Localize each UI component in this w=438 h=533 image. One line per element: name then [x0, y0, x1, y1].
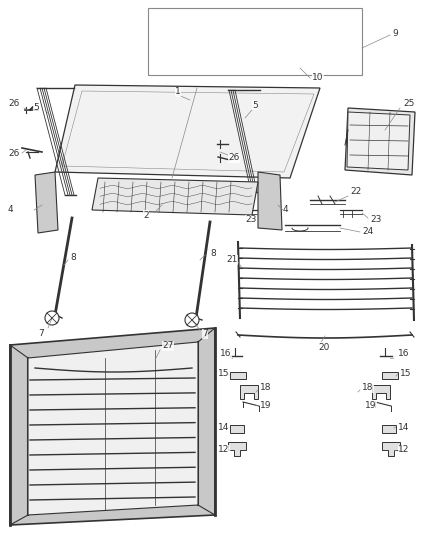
Polygon shape [230, 425, 244, 433]
Text: 18: 18 [362, 384, 374, 392]
Text: 4: 4 [283, 206, 289, 214]
Text: 25: 25 [403, 100, 414, 109]
Text: 19: 19 [260, 400, 272, 409]
Text: 16: 16 [220, 350, 232, 359]
Text: 7: 7 [38, 328, 44, 337]
Polygon shape [55, 85, 320, 178]
Polygon shape [382, 425, 396, 433]
Text: 2: 2 [143, 211, 148, 220]
Text: 24: 24 [362, 228, 373, 237]
Polygon shape [345, 108, 415, 175]
Text: 14: 14 [218, 423, 230, 432]
Circle shape [185, 313, 199, 327]
Polygon shape [382, 372, 398, 379]
Text: 19: 19 [365, 400, 377, 409]
Text: 8: 8 [70, 254, 76, 262]
Bar [148, 8, 362, 75]
Text: 8: 8 [210, 248, 216, 257]
Text: 4: 4 [8, 206, 14, 214]
Polygon shape [28, 342, 198, 515]
Text: 5: 5 [252, 101, 258, 109]
Text: 26: 26 [8, 99, 19, 108]
Polygon shape [382, 442, 400, 456]
Polygon shape [240, 385, 258, 399]
Text: 10: 10 [312, 74, 324, 83]
Polygon shape [228, 442, 246, 456]
Text: 9: 9 [392, 29, 398, 38]
Text: 5: 5 [33, 103, 39, 112]
Text: 14: 14 [398, 423, 410, 432]
Polygon shape [372, 385, 390, 399]
Text: 27: 27 [162, 342, 173, 351]
Text: 15: 15 [218, 369, 230, 378]
Text: 18: 18 [260, 384, 272, 392]
Text: 20: 20 [318, 343, 329, 351]
Text: 12: 12 [218, 446, 230, 455]
Text: 12: 12 [398, 446, 410, 455]
Text: 1: 1 [175, 87, 181, 96]
Polygon shape [230, 372, 246, 379]
Polygon shape [258, 172, 282, 230]
Polygon shape [10, 328, 215, 525]
Text: 23: 23 [370, 215, 381, 224]
Text: 7: 7 [202, 329, 208, 338]
Text: 26: 26 [8, 149, 19, 157]
Text: 22: 22 [350, 188, 361, 197]
Text: 23: 23 [245, 215, 256, 224]
Circle shape [45, 311, 59, 325]
Polygon shape [35, 172, 58, 233]
Polygon shape [92, 178, 258, 215]
Text: 21: 21 [226, 255, 237, 264]
Polygon shape [347, 112, 410, 170]
Text: 26: 26 [228, 154, 240, 163]
Text: 16: 16 [398, 350, 410, 359]
Text: 15: 15 [400, 369, 411, 378]
